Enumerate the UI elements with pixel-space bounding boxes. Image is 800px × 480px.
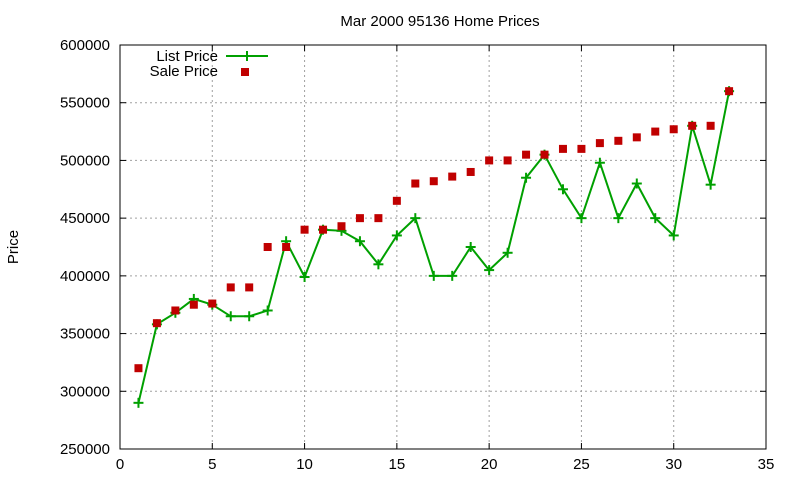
list-price-point [521, 172, 532, 183]
sale-price-point [189, 300, 198, 309]
y-axis-label: Price [5, 230, 22, 264]
list-price-point [465, 242, 476, 252]
y-tick-label: 550000 [60, 95, 110, 112]
sale-price-point [245, 283, 254, 292]
x-tick-label: 5 [208, 456, 216, 473]
sale-price-point [226, 283, 235, 292]
sale-price-point [448, 172, 457, 181]
x-tick-labels: 0 5 10 15 20 25 30 35 [116, 456, 775, 473]
sale-price-point [429, 177, 438, 186]
sale-price-point [632, 133, 641, 142]
y-tick-labels: 250000 300000 350000 400000 450000 500000 5500… [60, 37, 110, 458]
list-price-point [299, 272, 310, 283]
list-price-point [484, 265, 495, 276]
list-price-point [557, 184, 568, 195]
sale-price-point [300, 225, 309, 234]
y-tick-label: 450000 [60, 210, 110, 227]
sale-price-point [411, 179, 420, 188]
sale-price-point [152, 319, 161, 328]
grid-lines [120, 45, 766, 449]
sale-price-point [669, 125, 678, 134]
sale-price-point [706, 121, 715, 130]
sale-price-point [392, 196, 401, 205]
list-price-point [631, 178, 642, 189]
list-price-point [262, 305, 273, 316]
y-tick-label: 250000 [60, 441, 110, 458]
sale-price-point [134, 364, 143, 373]
y-tick-label: 500000 [60, 152, 110, 169]
x-tick-label: 15 [389, 456, 406, 473]
list-price-point [410, 213, 421, 224]
x-tick-label: 0 [116, 456, 124, 473]
list-price-point [447, 270, 458, 281]
list-price-point [244, 311, 255, 322]
list-price-point [705, 179, 716, 190]
plot-series [133, 86, 735, 408]
list-price-point [613, 213, 624, 224]
x-tick-label: 35 [758, 456, 775, 473]
list-price-point [354, 236, 365, 247]
sale-price-point [319, 225, 328, 234]
x-tick-label: 25 [573, 456, 590, 473]
sale-price-point [725, 87, 734, 96]
y-tick-label: 400000 [60, 268, 110, 285]
legend-marker-list-price [242, 51, 252, 61]
sale-price-point [282, 243, 291, 251]
sale-price-point [577, 144, 586, 153]
axis-ticks [119, 44, 767, 450]
plot-frame [119, 44, 767, 450]
x-tick-label: 20 [481, 456, 498, 473]
x-tick-label: 30 [665, 456, 682, 473]
x-tick-label: 10 [296, 456, 313, 473]
sale-price-point [208, 299, 217, 308]
sale-price-point [355, 214, 364, 223]
sale-price-point [337, 222, 346, 231]
list-price-point [373, 259, 384, 270]
sale-price-point [595, 139, 604, 148]
list-price-point [391, 230, 402, 241]
sale-price-point [540, 150, 549, 159]
sale-price-point [614, 136, 623, 145]
list-price-point [428, 270, 439, 281]
legend: List Price Sale Price [150, 48, 268, 80]
sale-price-point [374, 214, 383, 223]
list-price-point [668, 230, 679, 241]
sale-price-point [485, 156, 494, 165]
sale-price-point [466, 167, 475, 176]
chart-title: Mar 2000 95136 Home Prices [340, 13, 539, 30]
list-price-point [576, 213, 587, 224]
sale-price-point [263, 243, 272, 251]
list-price-point [594, 157, 605, 168]
legend-label-list-price: List Price [156, 48, 218, 65]
y-tick-label: 600000 [60, 37, 110, 54]
legend-marker-sale-price [241, 68, 249, 76]
sale-price-point [651, 127, 660, 136]
y-tick-label: 350000 [60, 326, 110, 343]
sale-price-point [503, 156, 512, 165]
list-price-point [502, 247, 513, 258]
sale-price-point [522, 150, 531, 159]
list-price-point [133, 397, 144, 408]
list-price-point [225, 311, 236, 322]
sale-price-point [171, 306, 180, 315]
list-price-point [650, 213, 661, 224]
sale-price-point [558, 144, 567, 153]
y-tick-label: 300000 [60, 383, 110, 400]
legend-label-sale-price: Sale Price [150, 63, 218, 80]
sale-price-point [688, 121, 697, 130]
